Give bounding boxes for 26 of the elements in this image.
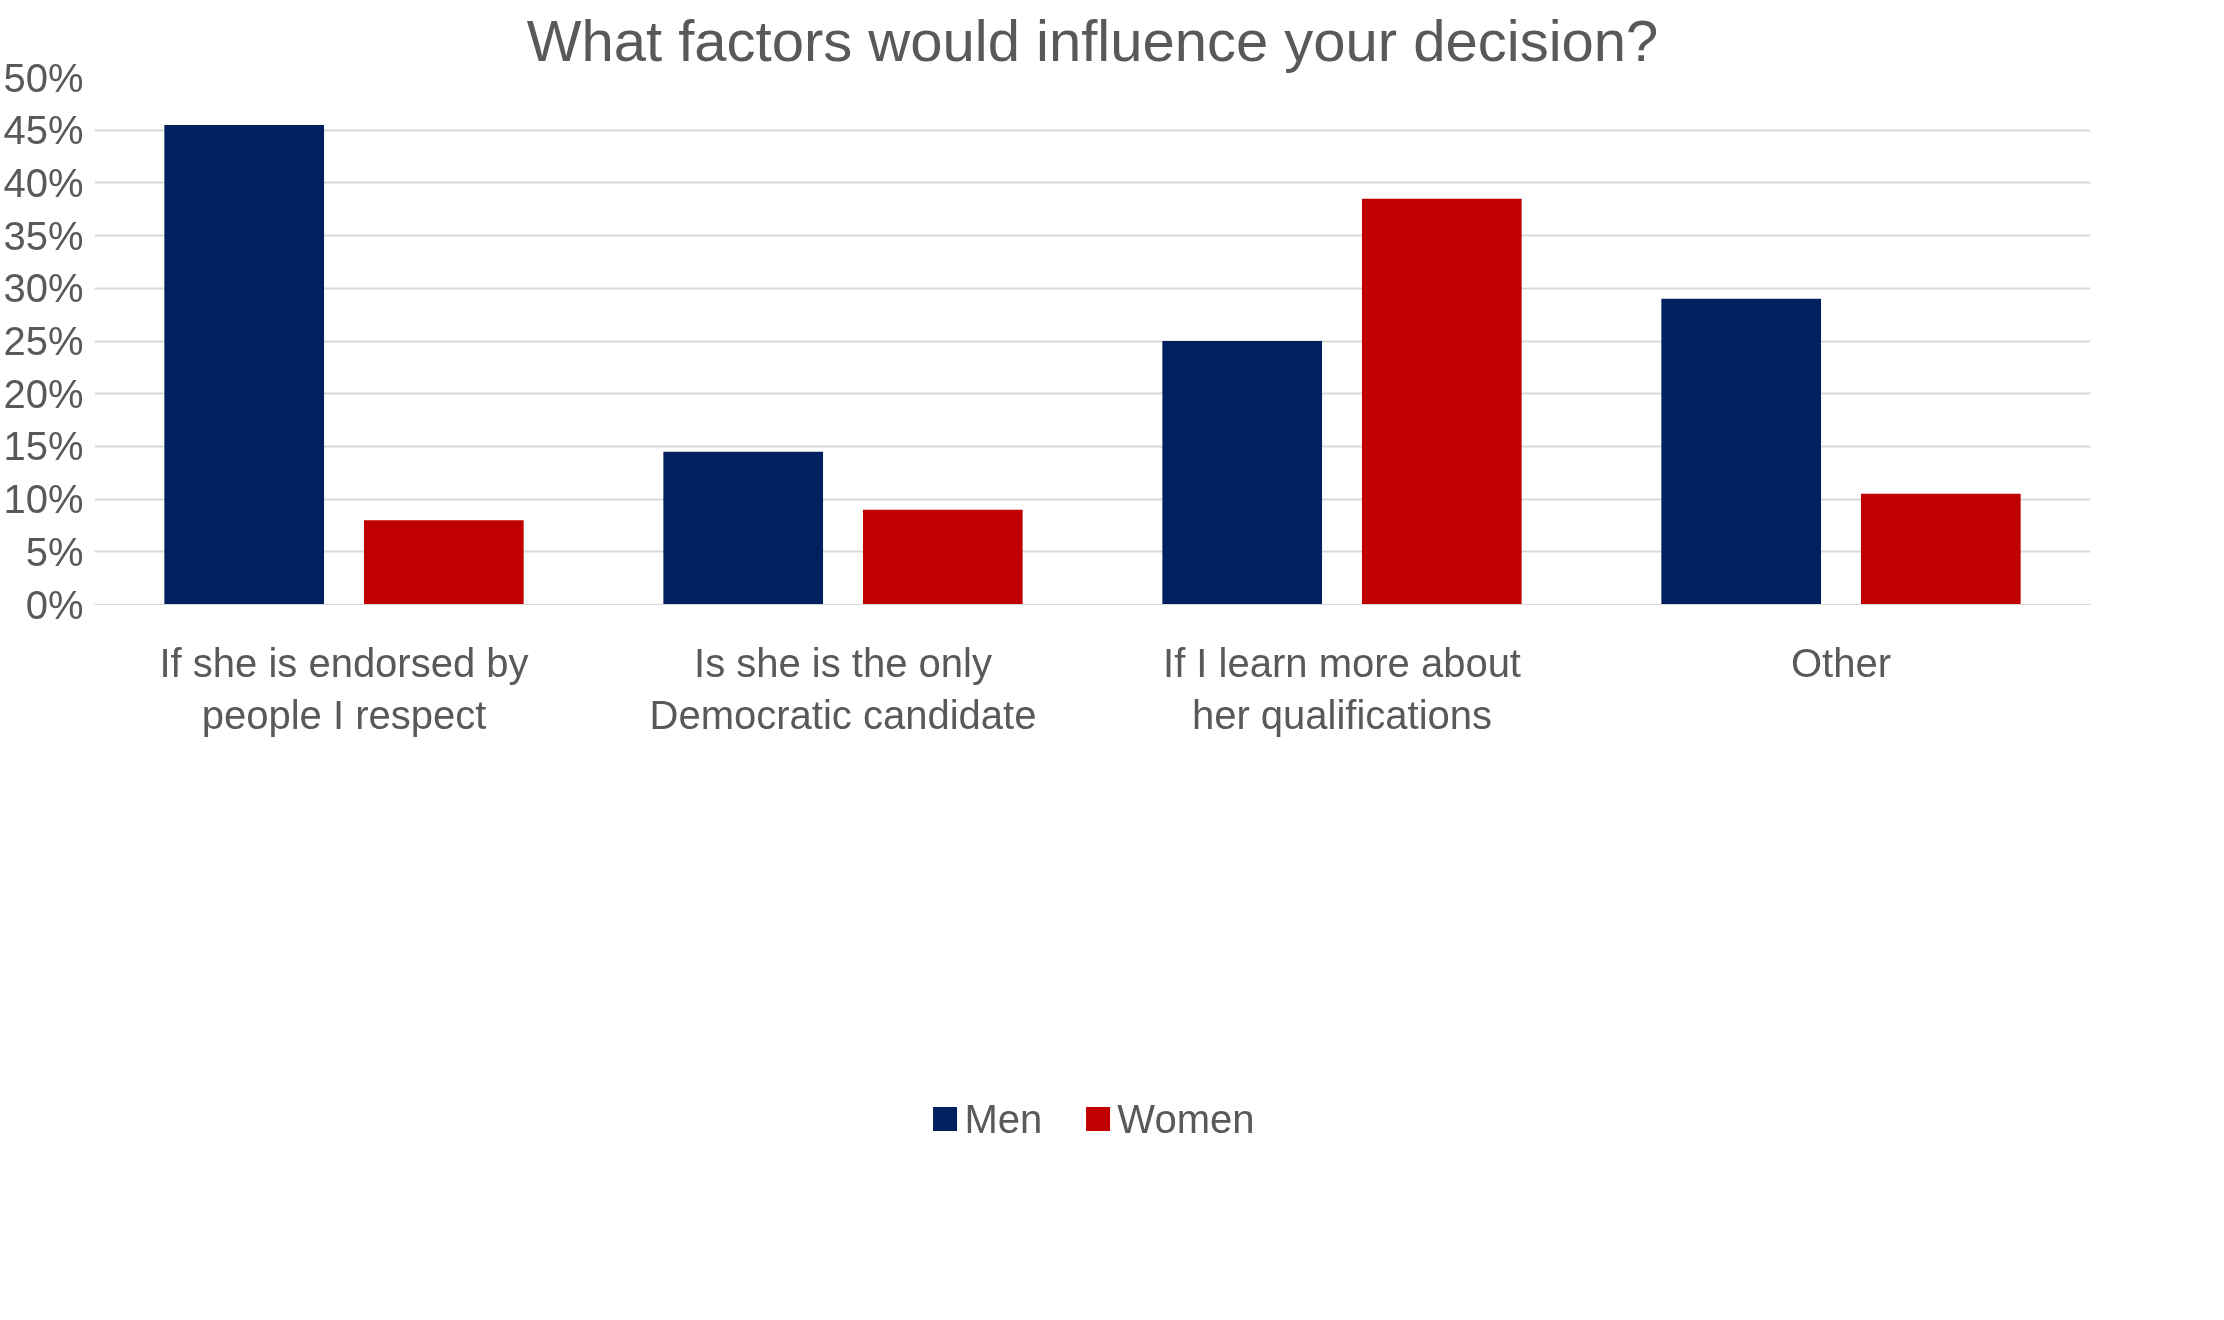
legend-label: Men — [964, 1096, 1043, 1142]
bar — [164, 124, 325, 605]
y-tick-label: 20% — [3, 371, 84, 416]
x-tick-label: If I learn more about her qualifications — [1163, 640, 1521, 738]
bar — [663, 451, 824, 605]
chart-title: What factors would influence your decision? — [526, 7, 1659, 73]
x-tick-label: If she is endorsed by people I respect — [159, 640, 529, 738]
y-tick-label: 15% — [3, 424, 84, 469]
x-tick-label: Other — [1790, 640, 1892, 685]
bar — [363, 520, 524, 605]
legend-label: Women — [1117, 1096, 1255, 1142]
y-tick-label: 40% — [3, 160, 84, 205]
y-tick-label: 5% — [25, 529, 84, 574]
bar — [862, 509, 1023, 605]
bar — [1361, 198, 1522, 605]
y-tick-label: 35% — [3, 213, 84, 258]
y-tick-label: 50% — [3, 55, 84, 100]
y-tick-label: 10% — [3, 477, 84, 522]
x-tick-label: Is she is the only Democratic candidate — [649, 640, 1037, 738]
bar — [1860, 493, 2021, 605]
y-tick-label: 45% — [3, 108, 84, 153]
y-tick-label: 0% — [25, 582, 84, 627]
y-tick-label: 25% — [3, 319, 84, 363]
bar — [1162, 341, 1323, 605]
y-tick-label: 30% — [3, 266, 84, 311]
bar — [1661, 298, 1822, 605]
